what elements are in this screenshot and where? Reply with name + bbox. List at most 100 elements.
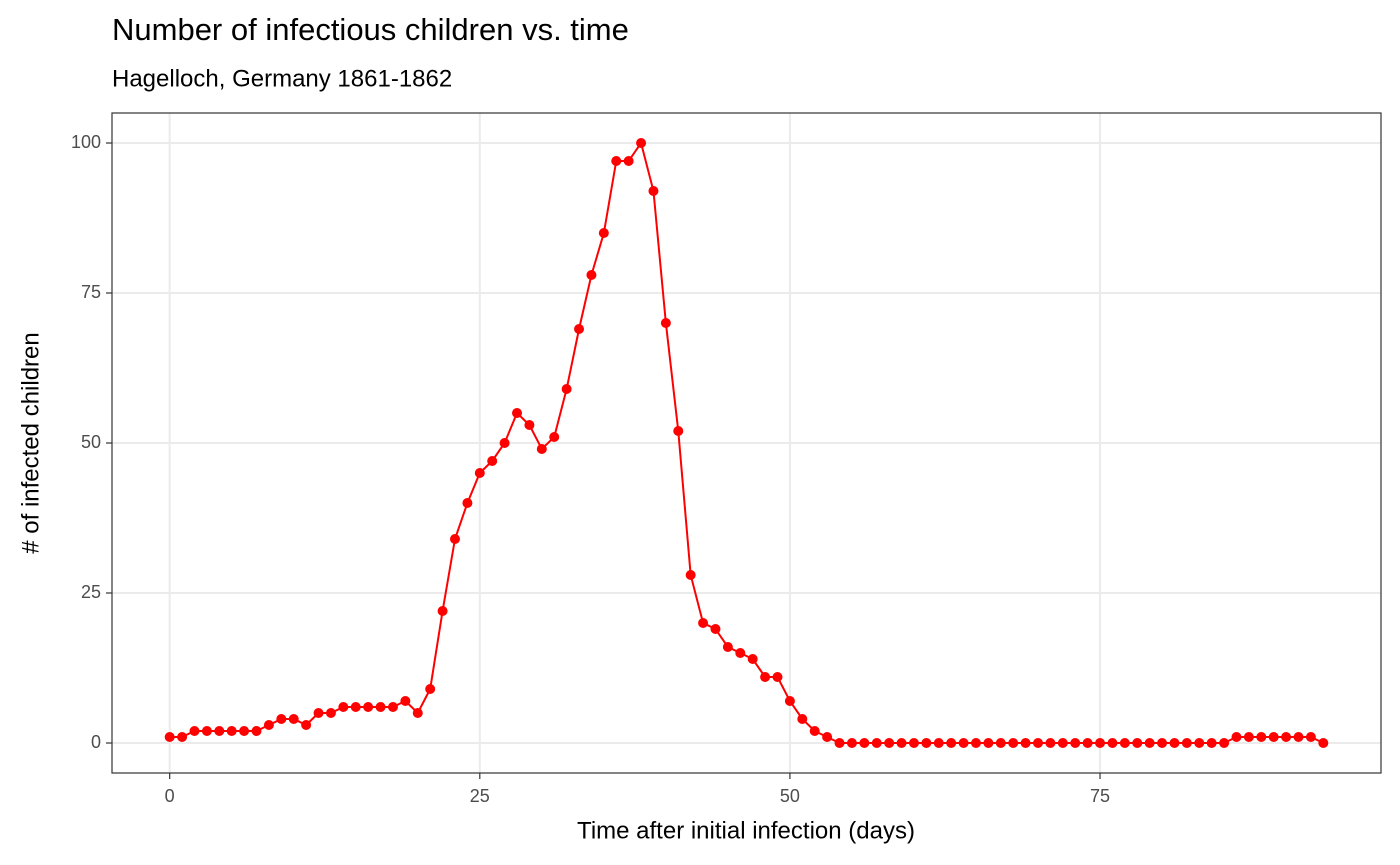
data-point bbox=[747, 654, 758, 664]
panel-border bbox=[111, 112, 1382, 774]
data-point bbox=[1107, 738, 1118, 748]
data-point bbox=[325, 708, 336, 718]
data-point bbox=[908, 738, 919, 748]
data-point bbox=[524, 420, 535, 430]
data-point bbox=[983, 738, 994, 748]
y-tick-label: 75 bbox=[81, 282, 101, 302]
data-point bbox=[846, 738, 857, 748]
data-point bbox=[710, 624, 721, 634]
data-point bbox=[1318, 738, 1329, 748]
data-point bbox=[226, 726, 237, 736]
data-point bbox=[263, 720, 274, 730]
x-tick-label: 50 bbox=[780, 786, 800, 806]
data-point bbox=[1281, 732, 1292, 742]
data-point bbox=[859, 738, 870, 748]
data-point bbox=[1206, 738, 1217, 748]
data-point bbox=[437, 606, 448, 616]
data-point bbox=[921, 738, 932, 748]
data-point bbox=[884, 738, 895, 748]
data-point bbox=[536, 444, 547, 454]
x-tick-label: 0 bbox=[165, 786, 175, 806]
data-point bbox=[375, 702, 386, 712]
data-point bbox=[363, 702, 374, 712]
data-point bbox=[1132, 738, 1143, 748]
data-point bbox=[549, 432, 560, 442]
data-point bbox=[276, 714, 287, 724]
data-point bbox=[933, 738, 944, 748]
data-point bbox=[1057, 738, 1068, 748]
data-point bbox=[760, 672, 771, 682]
data-point bbox=[239, 726, 250, 736]
data-point bbox=[1243, 732, 1254, 742]
data-point bbox=[809, 726, 820, 736]
y-axis-title: # of infected children bbox=[17, 332, 44, 553]
data-point bbox=[251, 726, 262, 736]
data-point bbox=[970, 738, 981, 748]
data-point bbox=[1144, 738, 1155, 748]
data-point bbox=[313, 708, 324, 718]
data-point bbox=[586, 270, 597, 280]
data-point bbox=[177, 732, 188, 742]
y-tick-label: 25 bbox=[81, 582, 101, 602]
data-point bbox=[784, 696, 795, 706]
data-point bbox=[201, 726, 212, 736]
data-point bbox=[834, 738, 845, 748]
x-tick-label: 25 bbox=[470, 786, 490, 806]
data-point bbox=[1305, 732, 1316, 742]
data-point bbox=[387, 702, 398, 712]
data-point bbox=[1082, 738, 1093, 748]
y-tick-label: 100 bbox=[71, 132, 101, 152]
x-tick-label: 75 bbox=[1090, 786, 1110, 806]
data-point bbox=[1033, 738, 1044, 748]
data-point bbox=[1169, 738, 1180, 748]
data-point bbox=[896, 738, 907, 748]
data-point bbox=[350, 702, 361, 712]
data-point bbox=[1268, 732, 1279, 742]
data-point bbox=[946, 738, 957, 748]
data-point bbox=[400, 696, 411, 706]
data-point bbox=[412, 708, 423, 718]
data-point bbox=[214, 726, 225, 736]
data-point bbox=[1256, 732, 1267, 742]
data-point bbox=[636, 138, 647, 148]
data-point bbox=[425, 684, 436, 694]
data-point bbox=[1219, 738, 1230, 748]
data-point bbox=[958, 738, 969, 748]
data-point bbox=[449, 534, 460, 544]
data-point bbox=[648, 186, 659, 196]
data-point bbox=[189, 726, 200, 736]
data-point bbox=[871, 738, 882, 748]
data-point bbox=[598, 228, 609, 238]
data-point bbox=[338, 702, 349, 712]
data-point bbox=[772, 672, 783, 682]
data-point bbox=[1119, 738, 1130, 748]
x-axis-title: Time after initial infection (days) bbox=[577, 817, 915, 844]
data-point bbox=[1095, 738, 1106, 748]
data-point bbox=[1231, 732, 1242, 742]
data-point bbox=[611, 156, 622, 166]
data-line bbox=[169, 140, 1324, 744]
data-point bbox=[698, 618, 709, 628]
data-point bbox=[499, 438, 510, 448]
data-point bbox=[1045, 738, 1056, 748]
y-tick-label: 50 bbox=[81, 432, 101, 452]
data-point bbox=[1070, 738, 1081, 748]
data-point bbox=[797, 714, 808, 724]
data-point bbox=[561, 384, 572, 394]
data-point bbox=[822, 732, 833, 742]
data-point bbox=[1020, 738, 1031, 748]
data-point bbox=[288, 714, 299, 724]
chart-title: Number of infectious children vs. time bbox=[112, 12, 629, 47]
data-point bbox=[660, 318, 671, 328]
chart-subtitle: Hagelloch, Germany 1861-1862 bbox=[112, 65, 452, 92]
data-point bbox=[1194, 738, 1205, 748]
data-point bbox=[462, 498, 473, 508]
data-point bbox=[673, 426, 684, 436]
data-point bbox=[1181, 738, 1192, 748]
data-point bbox=[474, 468, 485, 478]
data-point bbox=[685, 570, 696, 580]
data-point bbox=[1157, 738, 1168, 748]
data-point bbox=[722, 642, 733, 652]
data-point bbox=[1293, 732, 1304, 742]
